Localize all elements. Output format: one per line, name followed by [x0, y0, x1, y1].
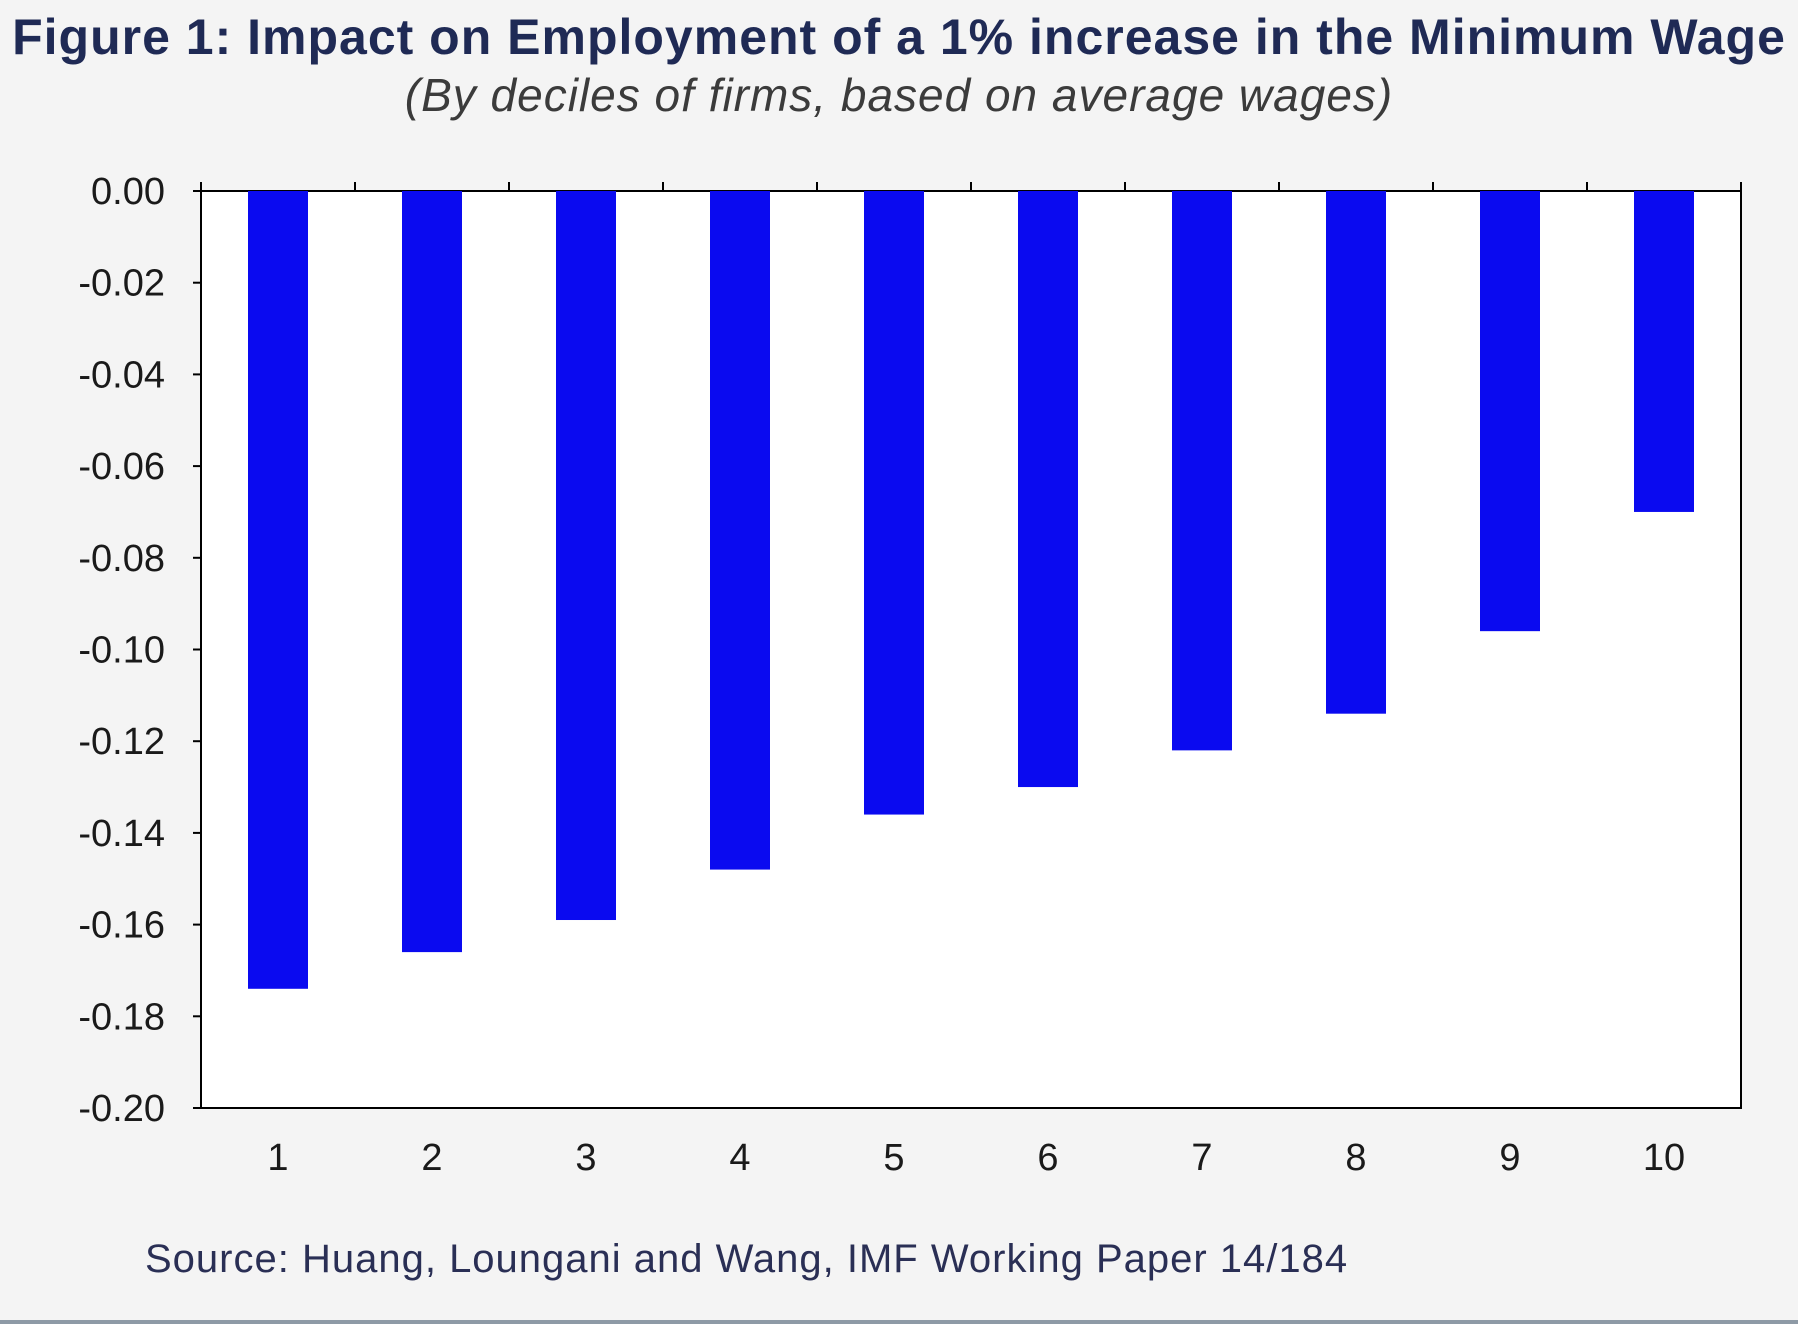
x-tick-label: 3 [575, 1137, 596, 1179]
y-tick-label: -0.16 [78, 905, 165, 947]
x-tick-label: 1 [267, 1137, 288, 1179]
x-tick-label: 8 [1345, 1137, 1366, 1179]
y-tick-label: -0.12 [78, 721, 165, 763]
y-tick-label: -0.14 [78, 813, 165, 855]
x-tick-label: 5 [883, 1137, 904, 1179]
bar-decile-3 [556, 191, 616, 921]
bar-decile-7 [1172, 191, 1232, 751]
chart-title: Figure 1: Impact on Employment of a 1% i… [12, 9, 1786, 65]
bar-decile-1 [248, 191, 308, 989]
y-axis: 0.00 -0.02 -0.04 -0.06 -0.08 -0.10 -0.12 -0.14 -… [78, 171, 201, 1130]
y-tick-label: -0.08 [78, 538, 165, 580]
y-tick-label: -0.10 [78, 630, 165, 672]
x-tick-label: 7 [1191, 1137, 1212, 1179]
chart-subtitle: (By deciles of firms, based on average w… [404, 69, 1394, 121]
y-tick-label: -0.02 [78, 263, 165, 305]
bar-decile-6 [1018, 191, 1078, 788]
x-tick-label: 2 [421, 1137, 442, 1179]
y-tick-label: 0.00 [91, 171, 165, 213]
bar-series [248, 191, 1694, 989]
bar-decile-4 [710, 191, 770, 870]
bar-decile-8 [1326, 191, 1386, 714]
x-tick-label: 4 [729, 1137, 750, 1179]
y-tick-label: -0.20 [78, 1088, 165, 1130]
bar-decile-5 [864, 191, 924, 815]
y-tick-label: -0.04 [78, 354, 165, 396]
bar-decile-2 [402, 191, 462, 953]
x-tick-label: 9 [1499, 1137, 1520, 1179]
y-tick-label: -0.18 [78, 996, 165, 1038]
x-tick-label: 10 [1643, 1137, 1685, 1179]
bar-decile-10 [1634, 191, 1694, 512]
source-note: Source: Huang, Loungani and Wang, IMF Wo… [145, 1237, 1349, 1281]
y-tick-label: -0.06 [78, 446, 165, 488]
bar-decile-9 [1480, 191, 1540, 632]
x-tick-label: 6 [1037, 1137, 1058, 1179]
